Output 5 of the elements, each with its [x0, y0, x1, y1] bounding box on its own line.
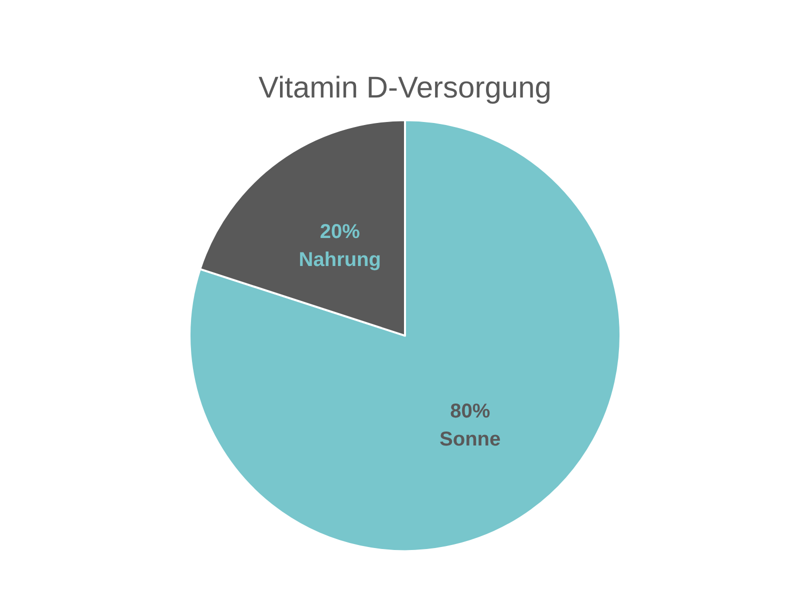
data-label: 20% — [320, 221, 360, 244]
slice-label: Sonne — [440, 428, 501, 450]
slice-label: Nahrung — [298, 249, 382, 272]
data-label: 80% — [450, 400, 490, 422]
chart-title: Vitamin D-Versorgung — [258, 72, 552, 104]
